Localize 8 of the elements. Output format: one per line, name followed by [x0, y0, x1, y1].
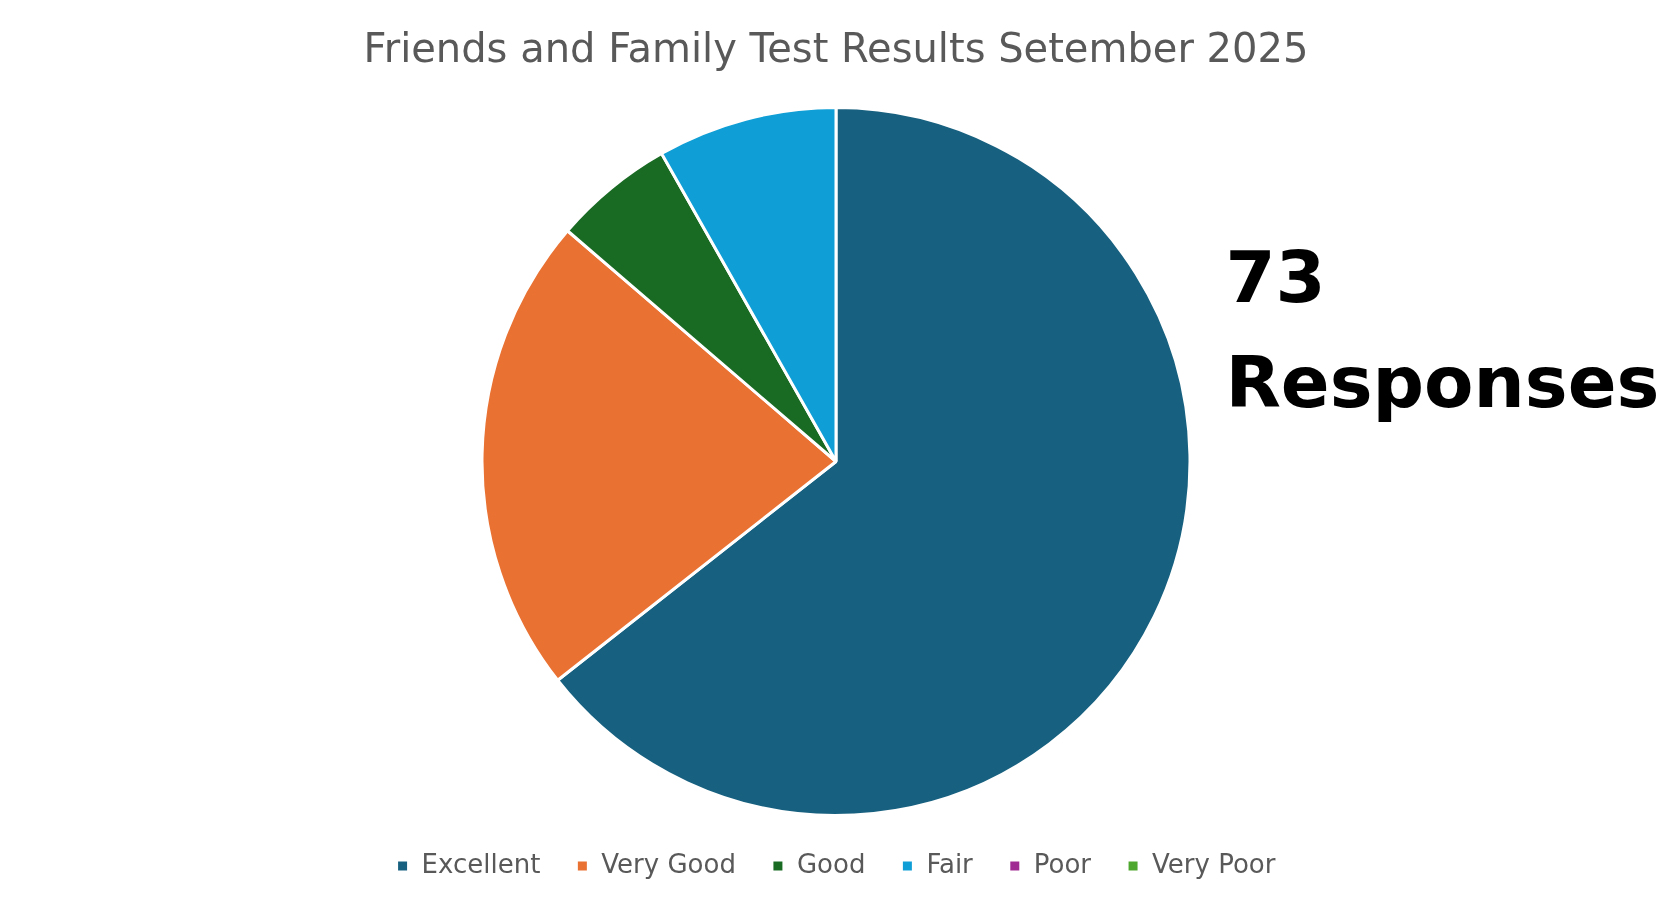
chart-title: Friends and Family Test Results Setember 2025	[363, 25, 1309, 72]
legend-label: Poor	[1033, 848, 1092, 879]
legend-label: Very Good	[601, 848, 736, 879]
legend-label: Good	[796, 848, 866, 879]
text: 73 Responses	[1225, 235, 1660, 425]
legend-label: Excellent	[421, 848, 541, 879]
legend-label: Very Poor	[1152, 848, 1276, 879]
legend-label: Fair	[926, 848, 974, 879]
